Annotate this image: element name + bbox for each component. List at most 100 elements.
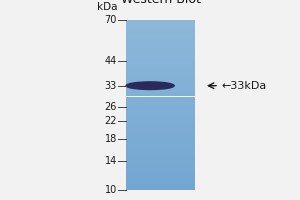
Bar xyxy=(126,29,195,30)
Bar xyxy=(126,31,195,32)
Bar xyxy=(126,62,195,63)
Bar xyxy=(126,124,195,125)
Bar xyxy=(126,36,195,37)
Bar xyxy=(126,75,195,76)
Bar xyxy=(126,68,195,69)
Bar xyxy=(126,103,195,104)
Bar xyxy=(126,69,195,70)
Bar xyxy=(126,145,195,146)
Bar xyxy=(126,101,195,102)
Bar xyxy=(126,35,195,36)
Bar xyxy=(126,164,195,165)
Bar xyxy=(126,112,195,113)
Bar xyxy=(126,95,195,96)
Bar xyxy=(126,119,195,120)
Bar xyxy=(126,47,195,48)
Bar xyxy=(126,123,195,124)
Bar xyxy=(126,177,195,178)
Bar xyxy=(126,155,195,156)
Bar xyxy=(126,167,195,168)
Bar xyxy=(126,184,195,185)
Bar xyxy=(126,106,195,107)
Bar xyxy=(126,50,195,51)
Bar xyxy=(126,21,195,22)
Bar xyxy=(126,117,195,118)
Bar xyxy=(126,84,195,85)
Bar xyxy=(126,26,195,27)
Bar xyxy=(126,107,195,108)
Text: ←33kDa: ←33kDa xyxy=(222,81,267,91)
Bar xyxy=(126,28,195,29)
Bar xyxy=(126,85,195,86)
Bar xyxy=(126,179,195,180)
Bar xyxy=(126,146,195,147)
Bar xyxy=(126,77,195,78)
Text: 44: 44 xyxy=(105,56,117,66)
Bar xyxy=(126,154,195,155)
Bar xyxy=(126,132,195,133)
Bar xyxy=(126,33,195,34)
Bar xyxy=(126,45,195,46)
Bar xyxy=(126,108,195,109)
Bar xyxy=(126,104,195,105)
Bar xyxy=(126,44,195,45)
Bar xyxy=(126,121,195,122)
Bar xyxy=(126,72,195,73)
Bar xyxy=(126,48,195,49)
Text: 33: 33 xyxy=(105,81,117,91)
Bar xyxy=(126,30,195,31)
Bar xyxy=(126,49,195,50)
Bar xyxy=(126,186,195,187)
Bar xyxy=(126,63,195,64)
Bar xyxy=(126,82,195,83)
Bar xyxy=(126,135,195,136)
Text: kDa: kDa xyxy=(97,2,117,12)
Bar xyxy=(126,166,195,167)
Bar xyxy=(126,105,195,106)
Bar xyxy=(126,53,195,54)
Bar xyxy=(126,79,195,80)
Bar xyxy=(126,83,195,84)
Bar xyxy=(126,109,195,110)
Bar xyxy=(126,56,195,57)
Bar xyxy=(126,142,195,143)
Bar xyxy=(126,151,195,152)
Bar xyxy=(126,66,195,67)
Bar xyxy=(126,61,195,62)
Bar xyxy=(126,114,195,115)
Bar xyxy=(126,173,195,174)
Bar xyxy=(126,181,195,182)
Bar xyxy=(126,91,195,92)
Bar xyxy=(126,139,195,140)
Bar xyxy=(126,153,195,154)
Bar xyxy=(126,129,195,130)
Bar xyxy=(126,170,195,171)
Text: 10: 10 xyxy=(105,185,117,195)
Bar xyxy=(126,80,195,81)
Bar xyxy=(126,110,195,111)
Bar xyxy=(126,144,195,145)
Bar xyxy=(126,175,195,176)
Bar xyxy=(126,89,195,90)
Bar xyxy=(126,90,195,91)
Bar xyxy=(126,157,195,158)
Bar xyxy=(126,148,195,149)
Bar xyxy=(126,59,195,60)
Bar xyxy=(126,43,195,44)
Bar xyxy=(126,159,195,160)
Text: 22: 22 xyxy=(104,116,117,126)
Bar xyxy=(126,99,195,100)
Bar xyxy=(126,165,195,166)
Bar xyxy=(126,168,195,169)
Text: 14: 14 xyxy=(105,156,117,166)
Bar xyxy=(126,46,195,47)
Bar xyxy=(126,88,195,89)
Bar xyxy=(126,54,195,55)
Bar xyxy=(126,98,195,99)
Text: 70: 70 xyxy=(105,15,117,25)
Bar xyxy=(126,136,195,137)
Bar xyxy=(126,27,195,28)
Bar xyxy=(126,86,195,87)
Bar xyxy=(126,111,195,112)
Bar xyxy=(126,134,195,135)
